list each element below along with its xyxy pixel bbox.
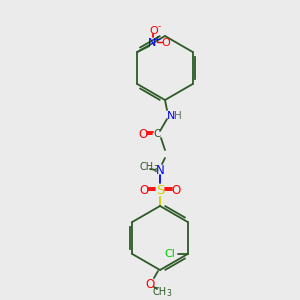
Text: O: O xyxy=(138,128,148,140)
Text: Cl: Cl xyxy=(164,249,175,259)
Text: +: + xyxy=(154,34,161,43)
Text: C: C xyxy=(153,129,161,139)
Text: N: N xyxy=(167,111,175,121)
Text: CH: CH xyxy=(153,287,167,297)
Text: CH: CH xyxy=(140,162,154,172)
Text: O: O xyxy=(171,184,181,196)
Text: -: - xyxy=(158,22,161,32)
Text: S: S xyxy=(156,184,164,196)
Text: O: O xyxy=(161,38,170,48)
Text: N: N xyxy=(156,164,164,176)
Text: H: H xyxy=(174,111,182,121)
Text: 3: 3 xyxy=(154,164,158,173)
Text: O: O xyxy=(146,278,154,290)
Text: N: N xyxy=(148,38,157,48)
Text: O: O xyxy=(140,184,148,196)
Text: O: O xyxy=(149,26,158,36)
Text: 3: 3 xyxy=(167,290,171,298)
